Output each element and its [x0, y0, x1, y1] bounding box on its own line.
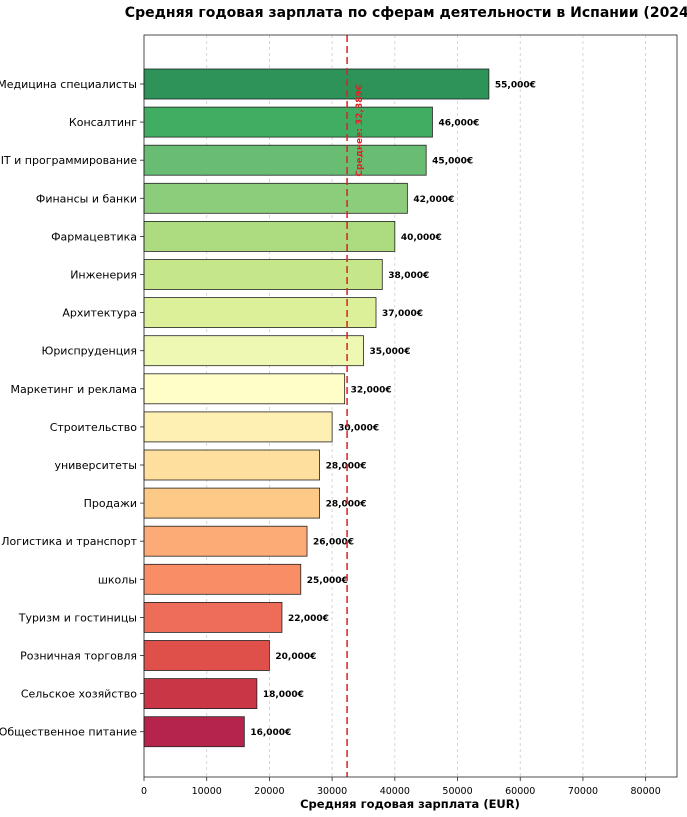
value-label: 18,000€ [263, 690, 304, 700]
value-label: 38,000€ [388, 271, 429, 281]
x-tick-label: 10000 [192, 786, 222, 797]
value-label: 20,000€ [275, 652, 316, 662]
bar [143, 716, 245, 748]
bar [143, 182, 408, 214]
value-label: 22,000€ [288, 614, 329, 624]
bar [143, 373, 346, 405]
mean-line-group: Среднее: 32,389€ [346, 35, 365, 777]
x-tick-label: 50000 [442, 786, 472, 797]
category-label: Строительство [50, 421, 138, 434]
bar [143, 563, 302, 595]
bar [143, 259, 383, 290]
bar [143, 449, 320, 481]
value-label: 32,000€ [351, 385, 392, 395]
value-labels: 55,000€ 46,000€ 45,000€ 42,000€ 40,000€ 38,00… [250, 81, 536, 739]
value-label: 45,000€ [432, 157, 473, 167]
category-label: Логистика и транспорт [1, 535, 137, 548]
x-axis-title: Средняя годовая зарплата (EUR) [300, 797, 520, 811]
x-tick-label: 70000 [568, 786, 598, 797]
category-label: Фармацевтика [51, 230, 137, 243]
chart-title: Средняя годовая зарплата по сферам деяте… [125, 5, 687, 21]
x-tick-label: 0 [141, 786, 147, 797]
value-label: 42,000€ [413, 195, 454, 205]
bar [143, 678, 258, 709]
category-label: IT и программирование [1, 154, 138, 167]
category-labels: Медицина специалисты Консалтинг IT и прогр… [0, 78, 144, 739]
x-tick-label: 20000 [254, 786, 284, 797]
category-label: Юриспруденция [41, 345, 137, 358]
x-tick-label: 40000 [380, 786, 410, 797]
value-label: 28,000€ [326, 500, 367, 510]
bar [143, 68, 490, 100]
x-tick-labels: 0 10000 20000 30000 40000 50000 60000 70000 8000… [141, 777, 661, 797]
bar [143, 487, 320, 519]
value-label: 35,000€ [369, 347, 410, 357]
bar [143, 335, 364, 367]
bars [143, 68, 490, 748]
category-label: Медицина специалисты [0, 78, 137, 91]
category-label: школы [98, 573, 137, 586]
category-label: Розничная торговля [20, 650, 137, 663]
bar [143, 525, 308, 557]
plot-frame [143, 34, 678, 778]
category-label: Инженерия [70, 269, 137, 282]
x-tick-label: 60000 [505, 786, 535, 797]
bar [143, 640, 270, 671]
bar [143, 297, 377, 329]
value-label: 40,000€ [401, 233, 442, 243]
bar [143, 411, 333, 443]
value-label: 55,000€ [495, 81, 536, 91]
category-label: Маркетинг и реклама [11, 383, 138, 396]
category-label: Туризм и гостиницы [18, 611, 137, 624]
bar [143, 144, 427, 176]
bar [143, 106, 433, 138]
value-label: 30,000€ [338, 423, 379, 433]
mean-label: Среднее: 32,389€ [355, 84, 365, 177]
x-tick-label: 80000 [631, 786, 661, 797]
value-label: 25,000€ [307, 576, 348, 586]
value-label: 46,000€ [438, 119, 479, 129]
category-label: Общественное питание [0, 726, 137, 739]
bar [143, 220, 396, 252]
category-label: Архитектура [62, 307, 137, 320]
x-tick-label: 30000 [317, 786, 347, 797]
value-label: 26,000€ [313, 538, 354, 548]
value-label: 28,000€ [326, 462, 367, 472]
value-label: 16,000€ [250, 728, 291, 738]
category-label: Финансы и банки [36, 192, 137, 205]
category-label: Сельское хозяйство [21, 688, 137, 701]
category-label: Продажи [84, 497, 137, 510]
category-label: университеты [54, 459, 137, 472]
bar [143, 602, 283, 633]
category-label: Консалтинг [69, 116, 137, 129]
value-label: 37,000€ [382, 309, 423, 319]
